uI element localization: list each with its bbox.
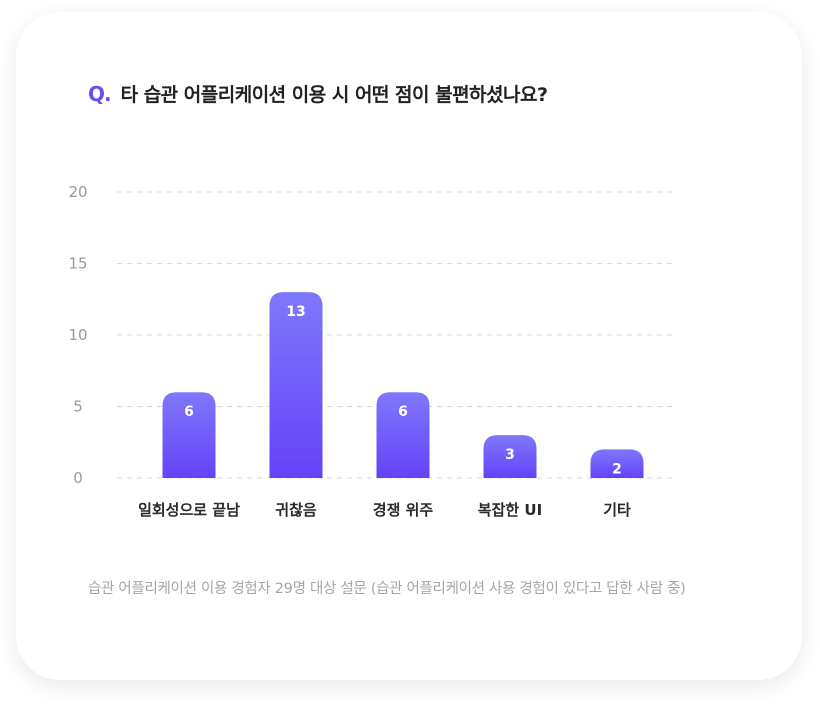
question-header: Q. 타 습관 어플리케이션 이용 시 어떤 점이 불편하셨나요? <box>88 80 548 107</box>
bars: 6 13 6 3 2 <box>162 292 644 478</box>
x-tick-label: 일회성으로 끝남 <box>138 501 240 519</box>
bar-value-label: 6 <box>184 404 194 420</box>
x-tick-label: 기타 <box>603 501 631 519</box>
y-tick-label: 0 <box>73 469 83 487</box>
x-axis-labels: 일회성으로 끝남 귀찮음 경쟁 위주 복잡한 UI 기타 <box>138 501 631 519</box>
x-tick-label: 경쟁 위주 <box>373 501 434 519</box>
bar-value-label: 3 <box>505 447 515 463</box>
bar-value-label: 13 <box>286 304 305 320</box>
y-tick-label: 20 <box>68 183 87 201</box>
bar <box>483 435 537 478</box>
question-marker: Q. <box>88 81 112 106</box>
bar-value-label: 2 <box>612 461 622 477</box>
survey-card <box>16 12 802 680</box>
question-text: 타 습관 어플리케이션 이용 시 어떤 점이 불편하셨나요? <box>120 84 548 106</box>
bar <box>162 392 216 478</box>
bar <box>590 449 644 478</box>
x-tick-label: 복잡한 UI <box>478 501 542 519</box>
y-tick-label: 10 <box>68 326 87 344</box>
y-tick-label: 15 <box>68 255 87 273</box>
y-tick-label: 5 <box>73 398 83 416</box>
bar <box>376 392 430 478</box>
survey-footnote: 습관 어플리케이션 이용 경험자 29명 대상 설문 (습관 어플리케이션 사용… <box>88 581 686 597</box>
bar <box>269 292 323 478</box>
x-tick-label: 귀찮음 <box>275 501 317 519</box>
bar-value-label: 6 <box>398 404 408 420</box>
y-axis-ticks: 0 5 10 15 20 <box>68 183 87 487</box>
